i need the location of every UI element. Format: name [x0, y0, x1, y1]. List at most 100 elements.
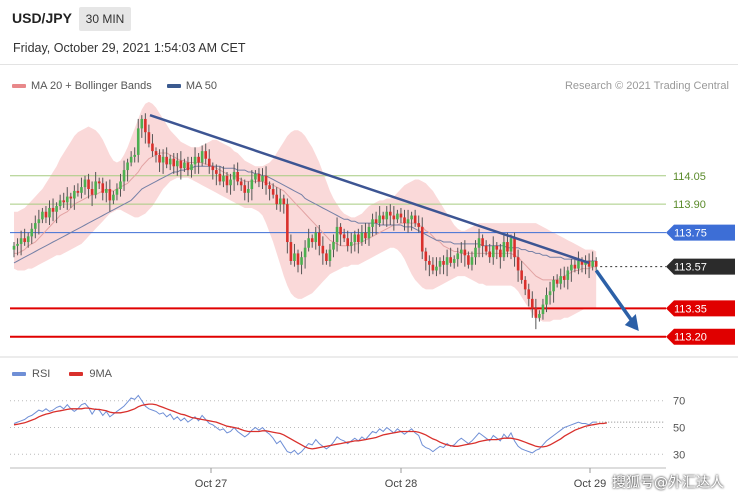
candle	[225, 171, 229, 193]
candle	[58, 194, 62, 210]
candle-body	[495, 245, 499, 250]
candle	[523, 276, 527, 296]
candle	[431, 257, 435, 275]
candle-body	[122, 170, 126, 182]
candle-body	[321, 245, 325, 254]
candle-body	[268, 185, 271, 190]
timeframe-button[interactable]: 30 MIN	[79, 7, 131, 31]
candle	[534, 298, 538, 330]
candle	[133, 147, 136, 163]
candle	[69, 192, 73, 208]
candle	[502, 234, 506, 261]
candle	[129, 151, 133, 167]
candle	[183, 158, 186, 172]
candle-body	[293, 253, 296, 261]
candle	[34, 215, 37, 239]
candle-body	[445, 257, 449, 265]
candle	[381, 211, 385, 225]
candle	[360, 225, 364, 246]
candle-body	[545, 295, 548, 305]
candle-body	[275, 194, 278, 205]
candle-body	[190, 164, 193, 171]
candle-body	[538, 314, 541, 318]
candle	[460, 242, 463, 263]
level-label: 113.35	[674, 303, 707, 315]
candle-body	[23, 238, 26, 243]
legend-label-rsi: RSI	[32, 368, 51, 380]
candle-body	[431, 264, 435, 271]
candle	[555, 274, 559, 288]
legend-item-9ma[interactable]: 9MA	[69, 368, 112, 380]
candle-body	[105, 189, 108, 193]
candle	[396, 209, 399, 224]
candle-body	[257, 173, 261, 182]
legend-label-ma50: MA 50	[185, 80, 218, 92]
level-tag	[666, 300, 735, 317]
candle-body	[527, 289, 531, 299]
candle	[122, 160, 126, 191]
research-credit: Research © 2021 Trading Central	[564, 80, 729, 92]
candle-body	[310, 238, 314, 243]
candle	[239, 177, 243, 191]
candle-body	[474, 247, 477, 258]
chart-legend: MA 20 + Bollinger Bands MA 50	[12, 80, 229, 92]
candle-body	[158, 154, 161, 163]
candle	[456, 247, 460, 267]
candle	[452, 255, 456, 269]
candle-body	[108, 189, 112, 201]
candle	[200, 145, 204, 167]
candle	[463, 240, 467, 267]
candle-body	[300, 257, 303, 265]
candle	[300, 251, 303, 275]
candle	[168, 154, 172, 171]
candle	[442, 255, 445, 275]
candle-body	[477, 238, 481, 248]
candle	[314, 226, 318, 250]
candle	[218, 166, 222, 186]
candle	[420, 217, 424, 260]
rsi-tick-label: 30	[673, 449, 685, 461]
legend-item-ma20-bollinger[interactable]: MA 20 + Bollinger Bands	[12, 80, 152, 92]
candle	[16, 238, 19, 256]
candle-body	[470, 257, 474, 265]
candle	[76, 183, 80, 197]
candle-body	[463, 249, 467, 256]
candle-body	[236, 171, 239, 182]
candle-body	[16, 243, 19, 246]
candle-body	[48, 207, 51, 218]
header-divider	[0, 64, 738, 65]
candle	[371, 213, 374, 237]
candle	[161, 149, 165, 174]
legend-item-ma50[interactable]: MA 50	[166, 80, 218, 92]
candle	[417, 215, 420, 233]
candle-body	[12, 245, 16, 250]
candle-body	[264, 175, 268, 186]
candle-body	[172, 158, 176, 167]
candle	[367, 223, 371, 246]
candle-body	[129, 156, 133, 163]
candle	[342, 228, 346, 243]
candle	[257, 168, 261, 188]
candle	[392, 206, 396, 231]
candle	[364, 223, 367, 244]
legend-swatch-9ma	[69, 372, 84, 377]
candle	[570, 259, 573, 282]
candle-body	[144, 118, 147, 133]
candle-body	[506, 242, 509, 252]
candle	[176, 153, 179, 176]
candle	[215, 164, 218, 186]
candle	[83, 175, 87, 195]
candle-body	[76, 190, 80, 193]
candle-body	[456, 253, 460, 260]
legend-item-rsi[interactable]: RSI	[12, 368, 50, 380]
candle	[591, 251, 594, 271]
candle-body	[250, 179, 254, 190]
candle-body	[115, 189, 119, 195]
candle-body	[90, 189, 94, 195]
chart-header: USD/JPY 30 MIN	[0, 0, 738, 38]
legend-swatch-rsi	[12, 372, 26, 377]
candle	[55, 202, 58, 224]
candle	[278, 189, 282, 212]
candle	[186, 156, 190, 176]
candle-body	[247, 189, 250, 193]
